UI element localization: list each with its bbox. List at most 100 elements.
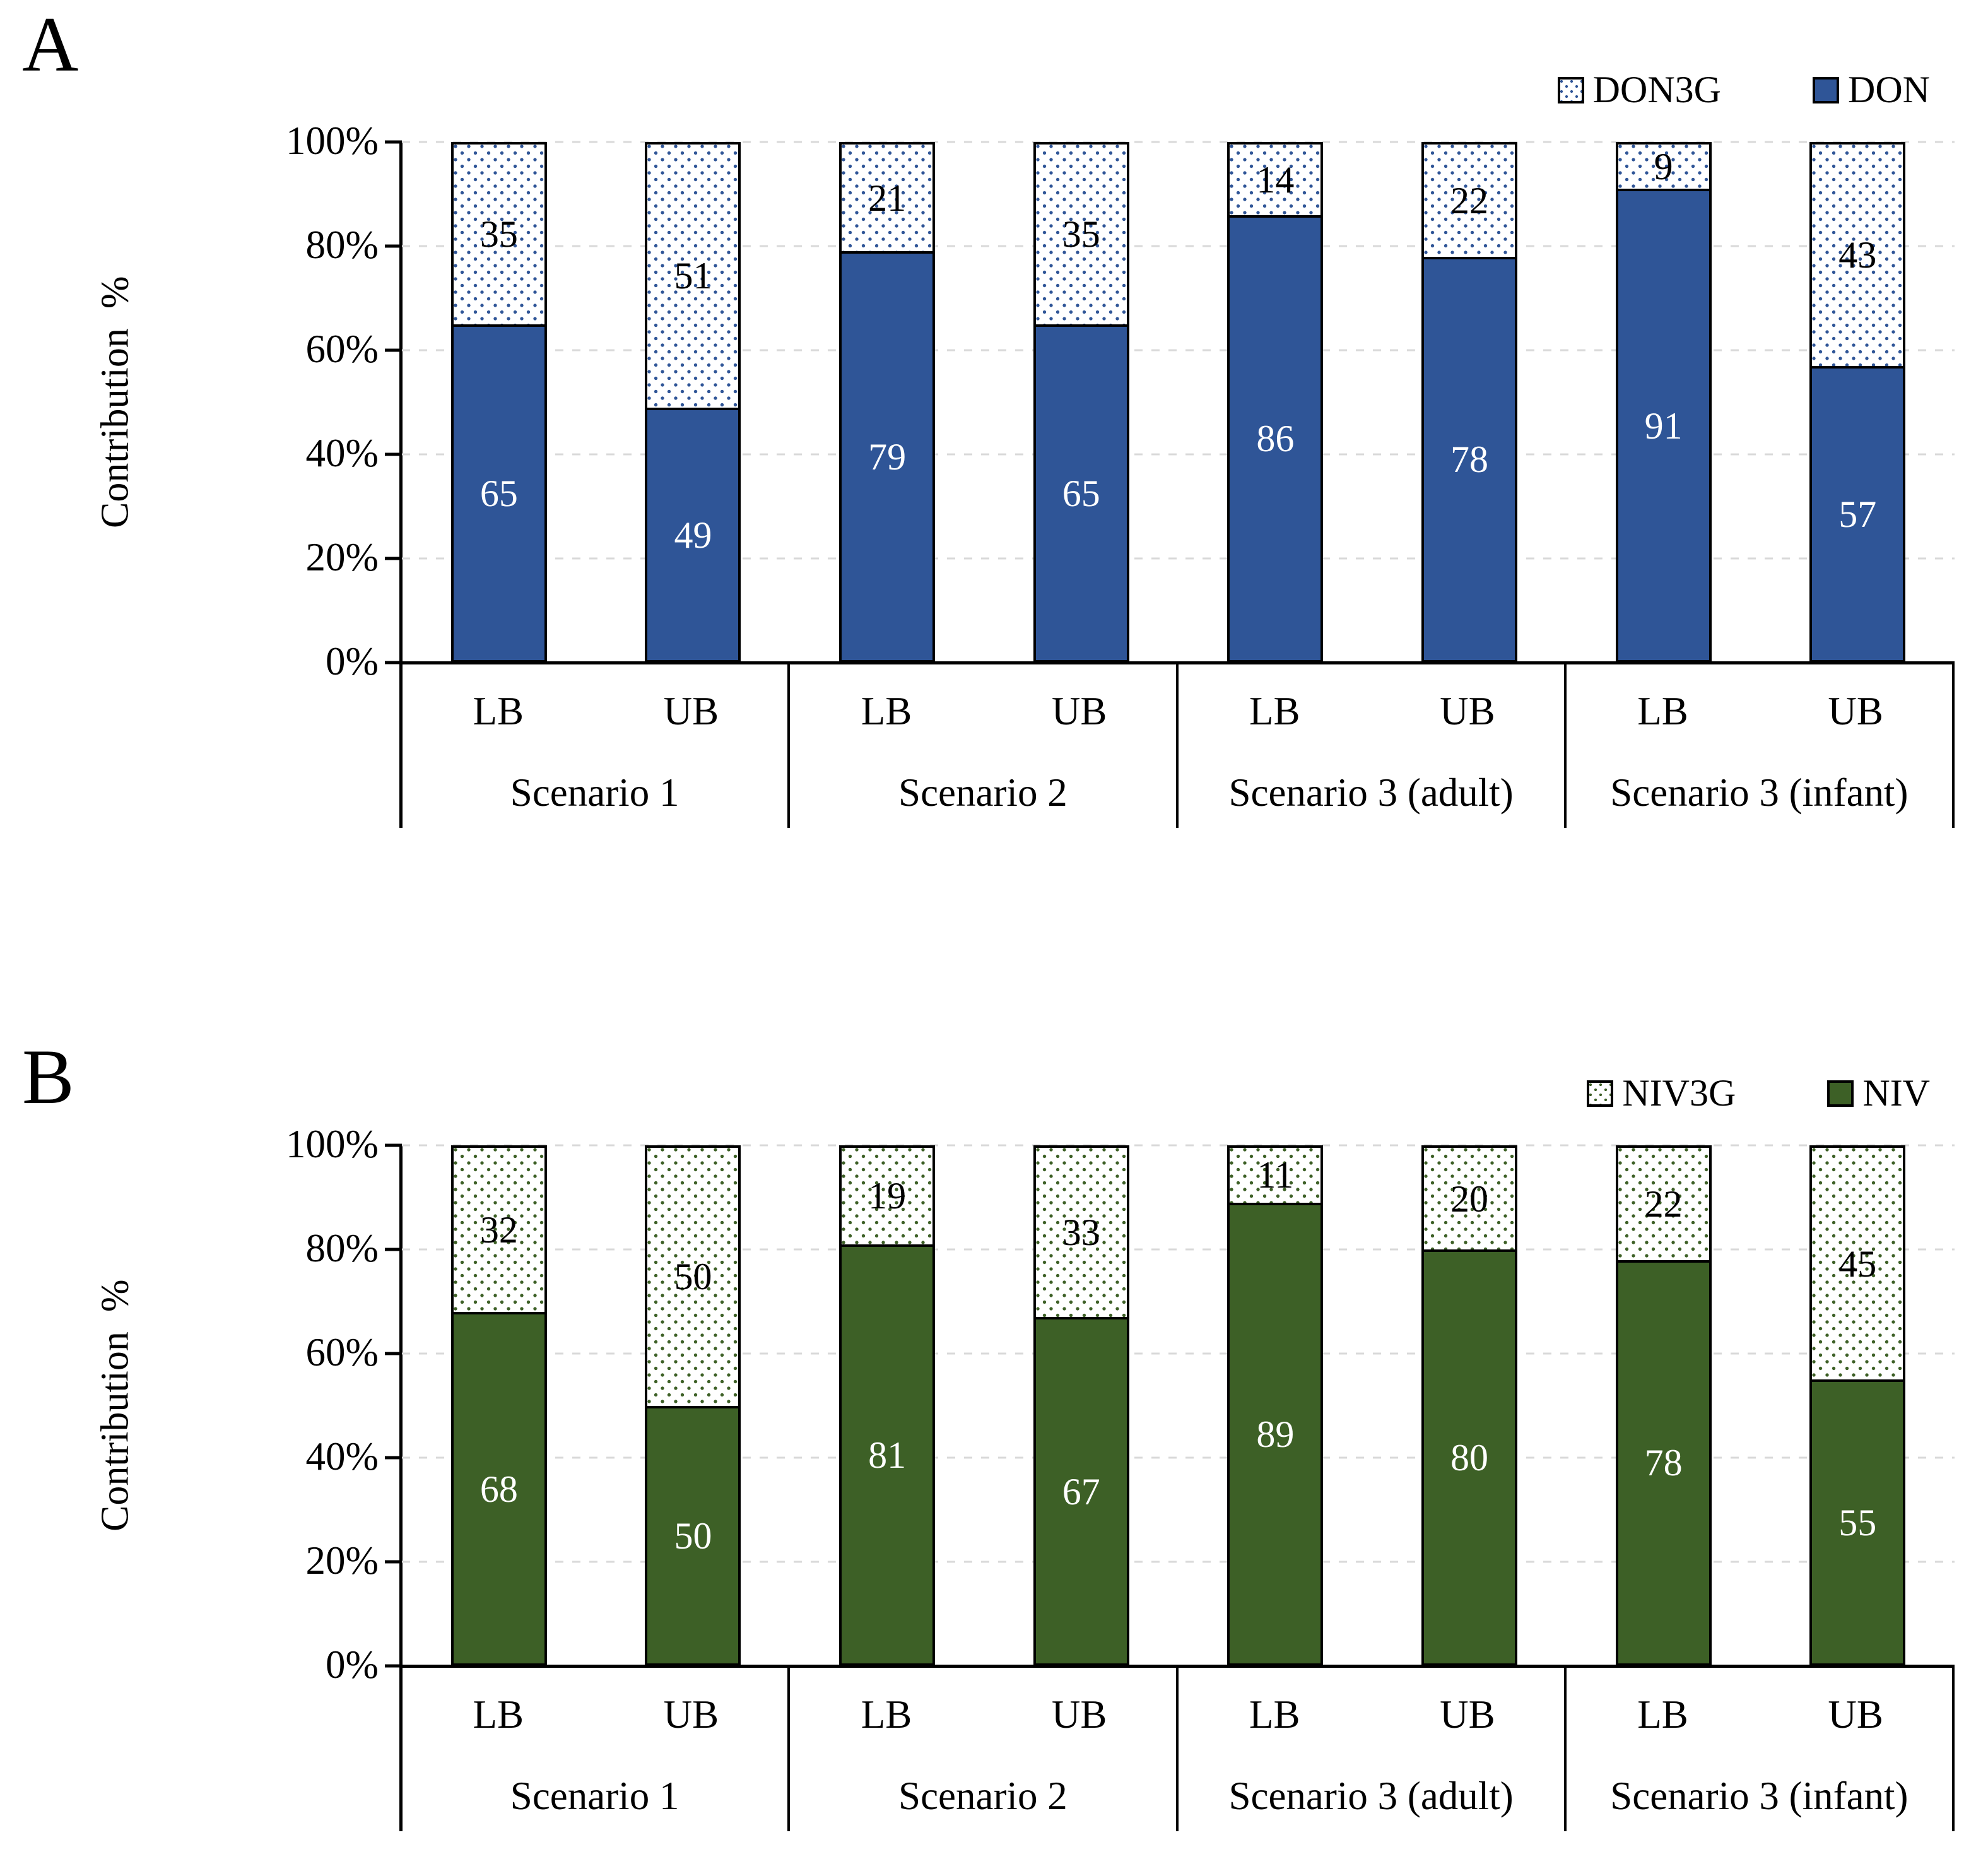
gridline xyxy=(402,1352,1955,1355)
y-tick-mark xyxy=(385,1560,402,1564)
category-bar-labels: LB UB xyxy=(790,1668,1175,1761)
bar-slot: 19 81 xyxy=(790,1145,984,1666)
data-label: 81 xyxy=(868,1434,907,1476)
bar-label: UB xyxy=(1051,1692,1107,1737)
y-tick-label: 60% xyxy=(305,327,379,372)
bar-slot: 35 65 xyxy=(402,142,596,663)
data-label: 65 xyxy=(1062,472,1100,514)
y-tick-label: 100% xyxy=(286,1122,379,1167)
data-label: 45 xyxy=(1838,1242,1877,1285)
y-tick-mark xyxy=(385,661,402,664)
bar-segment-don3g: 21 xyxy=(839,142,936,252)
bar-segment-don3g: 51 xyxy=(645,142,741,408)
bar-slot: 32 68 xyxy=(402,1145,596,1666)
y-tick-mark xyxy=(385,452,402,456)
y-tick-mark xyxy=(385,1352,402,1355)
bar-slot: 11 89 xyxy=(1179,1145,1373,1666)
gridline xyxy=(402,1456,1955,1459)
category-group: LB UB Scenario 2 xyxy=(790,1668,1179,1831)
y-tick-label: 80% xyxy=(305,223,379,268)
legend-label: DON3G xyxy=(1592,69,1721,110)
category-group-label: Scenario 3 (adult) xyxy=(1228,1774,1514,1818)
legend-swatch-niv-icon xyxy=(1827,1080,1854,1107)
category-group: LB UB Scenario 1 xyxy=(402,664,791,828)
gridline xyxy=(402,349,1955,351)
y-tick-label: 0% xyxy=(326,1643,379,1687)
data-label: 20 xyxy=(1450,1177,1488,1220)
panel-b: B NIV3G NIV Contribution % 100% 80% 60% 40% 2… xyxy=(0,1003,1988,1859)
bar: 51 49 xyxy=(645,142,741,663)
category-group: LB UB Scenario 1 xyxy=(402,1668,791,1831)
bar: 35 65 xyxy=(450,142,547,663)
bar-segment-don: 78 xyxy=(1421,256,1517,663)
y-axis-title: Contribution % xyxy=(93,1279,137,1532)
bar-segment-niv3g: 11 xyxy=(1227,1145,1324,1203)
category-group: LB UB Scenario 3 (infant) xyxy=(1567,1668,1955,1831)
gridline xyxy=(402,453,1955,456)
legend-item: DON3G xyxy=(1557,68,1721,112)
legend-label: DON xyxy=(1848,69,1930,110)
bar-segment-niv3g: 20 xyxy=(1421,1145,1517,1249)
legend-label: NIV xyxy=(1862,1072,1930,1114)
y-tick-mark xyxy=(385,348,402,352)
bar-slot: 22 78 xyxy=(1372,142,1567,663)
data-label: 43 xyxy=(1838,234,1877,276)
category-bar-labels: LB UB xyxy=(402,1668,787,1761)
category-group-label: Scenario 2 xyxy=(898,1774,1068,1818)
category-group: LB UB Scenario 2 xyxy=(790,664,1179,828)
data-label: 55 xyxy=(1838,1502,1877,1544)
data-label: 86 xyxy=(1256,418,1295,460)
bar-segment-don: 49 xyxy=(645,407,741,663)
bar-segment-niv3g: 19 xyxy=(839,1145,936,1244)
data-label: 78 xyxy=(1644,1442,1683,1484)
category-axis: LB UB Scenario 1 LB UB Scenario 2 LB UB Scenario… xyxy=(402,661,1955,828)
plot-area: 32 68 50 50 19 81 33 67 11 89 20 80 22 78 45 55 xyxy=(402,1144,1955,1666)
panel-b-label: B xyxy=(22,1034,74,1120)
data-label: 22 xyxy=(1644,1183,1683,1225)
bar-slot: 43 57 xyxy=(1760,142,1955,663)
bar-label: UB xyxy=(663,1692,719,1737)
data-label: 35 xyxy=(1062,213,1100,256)
data-label: 65 xyxy=(479,472,518,514)
data-label: 79 xyxy=(868,436,907,478)
bar-segment-don3g: 43 xyxy=(1809,142,1906,366)
bar-slot: 51 49 xyxy=(596,142,791,663)
category-group: LB UB Scenario 3 (adult) xyxy=(1179,664,1567,828)
bar-label: UB xyxy=(1440,1692,1495,1737)
category-group-label: Scenario 1 xyxy=(510,770,679,815)
bar: 33 67 xyxy=(1033,1145,1129,1666)
gridline xyxy=(402,141,1955,143)
legend-item: NIV3G xyxy=(1587,1071,1736,1115)
bar-label: LB xyxy=(1637,688,1688,733)
bar-slot: 20 80 xyxy=(1372,1145,1567,1666)
bar-segment-niv: 55 xyxy=(1809,1379,1906,1666)
bar-segment-niv3g: 45 xyxy=(1809,1145,1906,1380)
gridline xyxy=(402,1561,1955,1563)
data-label: 19 xyxy=(868,1175,907,1217)
category-bar-labels: LB UB xyxy=(402,664,787,758)
bar-segment-don3g: 14 xyxy=(1227,142,1324,215)
data-label: 49 xyxy=(674,514,712,556)
legend-item: DON xyxy=(1813,68,1930,112)
data-label: 11 xyxy=(1257,1154,1294,1196)
data-label: 35 xyxy=(479,213,518,256)
category-group-label: Scenario 3 (adult) xyxy=(1228,770,1514,815)
bar-label: LB xyxy=(1249,1692,1300,1737)
bar: 21 79 xyxy=(839,142,936,663)
bar: 11 89 xyxy=(1227,1145,1324,1666)
legend-swatch-don-icon xyxy=(1813,76,1839,103)
y-tick-marks xyxy=(385,1143,402,1668)
bar-segment-niv: 67 xyxy=(1033,1317,1129,1666)
bar-label: UB xyxy=(1828,688,1883,733)
y-tick-labels: 100% 80% 60% 40% 20% 0% xyxy=(158,119,379,683)
category-group-label: Scenario 1 xyxy=(510,1774,679,1818)
legend-swatch-niv3g-icon xyxy=(1587,1080,1614,1107)
bar-segment-niv: 78 xyxy=(1615,1260,1712,1666)
bar-segment-niv3g: 32 xyxy=(450,1145,547,1312)
bar: 20 80 xyxy=(1421,1145,1517,1666)
bar-segment-don: 57 xyxy=(1809,365,1906,663)
category-bar-labels: LB UB xyxy=(790,664,1175,758)
bar-slot: 21 79 xyxy=(790,142,984,663)
y-tick-mark xyxy=(385,140,402,144)
legend-swatch-don3g-icon xyxy=(1557,76,1584,103)
